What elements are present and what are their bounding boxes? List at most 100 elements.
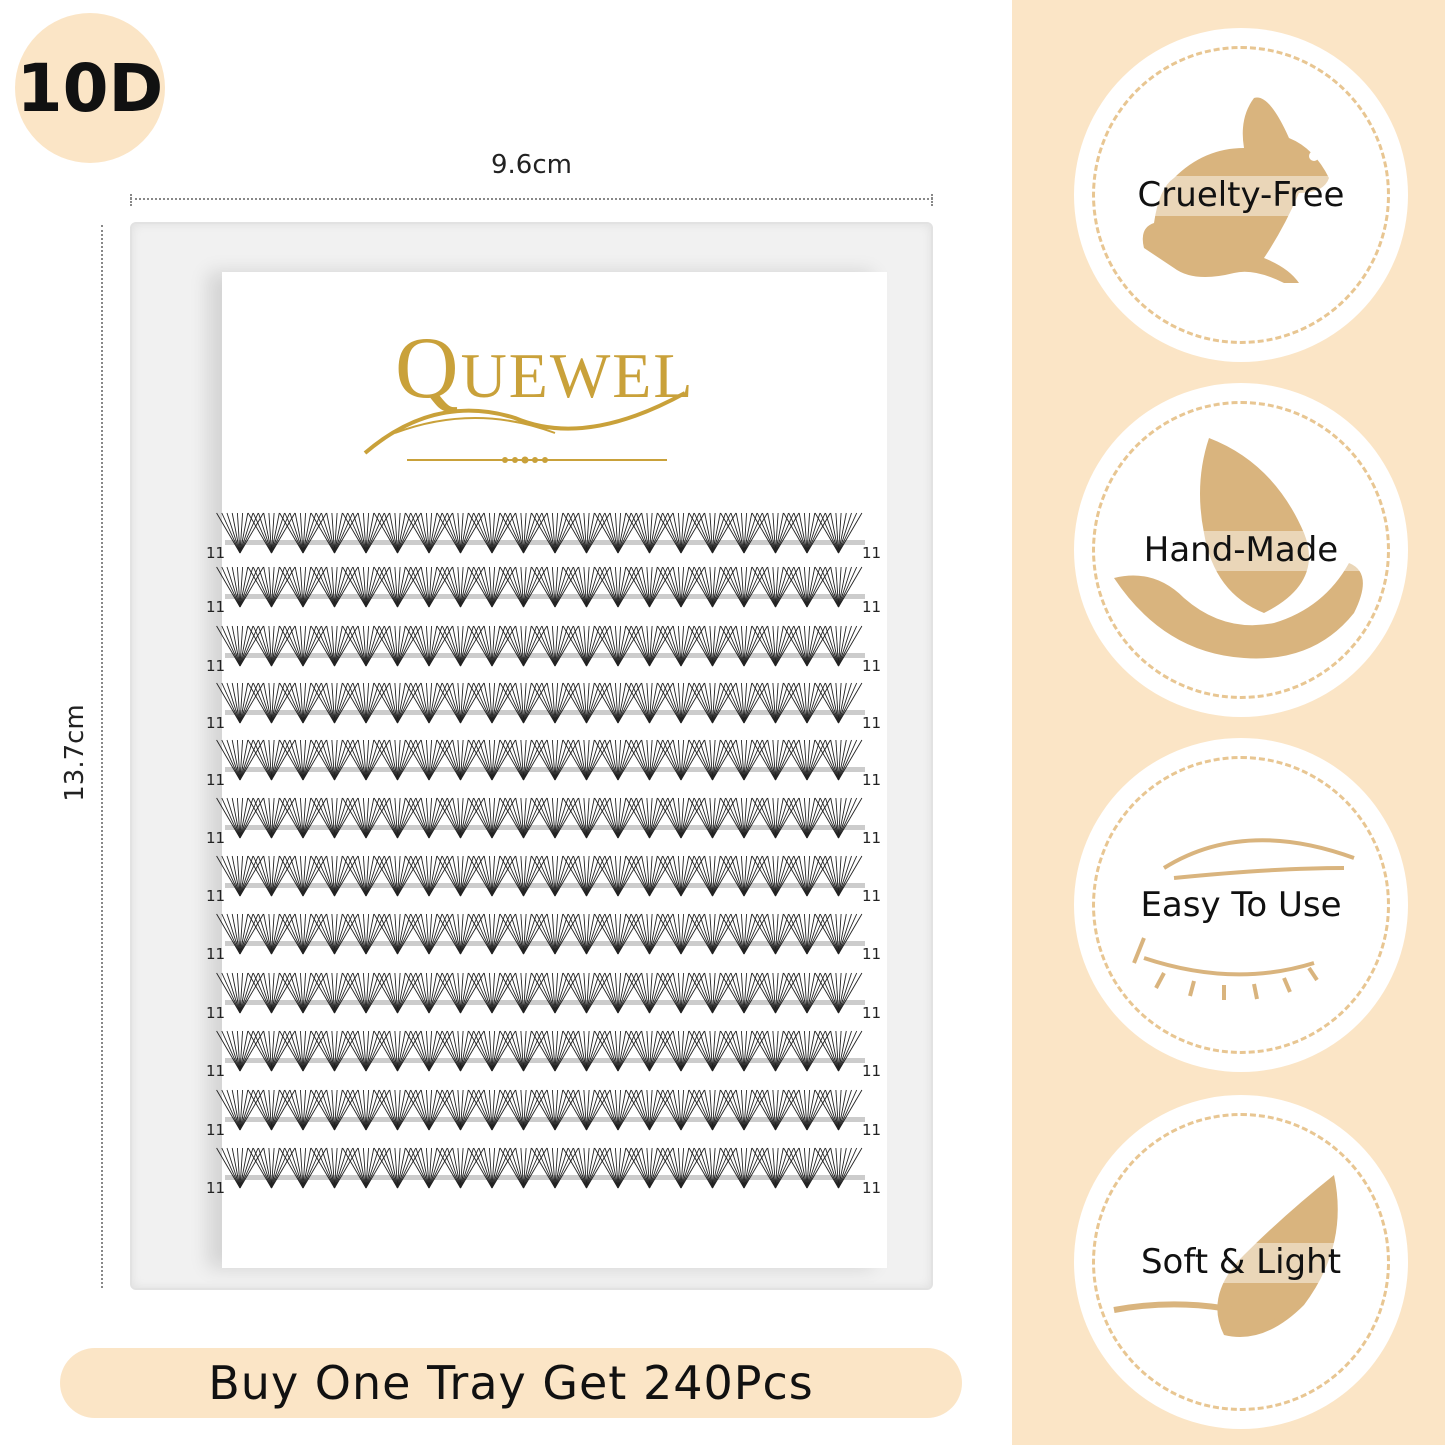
lash-cluster bbox=[279, 625, 327, 667]
lash-cluster bbox=[751, 512, 800, 554]
lash-cluster bbox=[751, 682, 800, 724]
lash-cluster bbox=[247, 512, 296, 554]
lash-cluster bbox=[657, 855, 705, 897]
lash-cluster bbox=[405, 1030, 453, 1072]
lash-cluster bbox=[783, 797, 831, 839]
lash-cluster bbox=[751, 625, 800, 667]
row-length-label-right: 11 bbox=[862, 598, 881, 616]
lash-cluster bbox=[783, 855, 831, 897]
brand-logo: QUEWEL bbox=[363, 318, 694, 464]
lash-cluster bbox=[499, 1147, 548, 1189]
feature-label: Soft & Light bbox=[1140, 1242, 1342, 1282]
lash-cluster bbox=[814, 739, 863, 781]
lash-cluster bbox=[531, 855, 579, 897]
lash-cluster bbox=[342, 739, 390, 781]
lash-cluster bbox=[657, 1089, 705, 1131]
row-length-label-left: 11 bbox=[206, 714, 225, 732]
lash-cluster bbox=[216, 1147, 264, 1189]
lash-cluster bbox=[720, 1089, 768, 1131]
lash-cluster bbox=[310, 566, 359, 608]
lash-cluster bbox=[720, 739, 768, 781]
lash-cluster bbox=[436, 972, 485, 1014]
lash-cluster bbox=[783, 1089, 831, 1131]
lash-cluster bbox=[657, 1147, 705, 1189]
lash-cluster bbox=[594, 855, 642, 897]
lash-cluster bbox=[247, 625, 296, 667]
lash-cluster bbox=[688, 1089, 737, 1131]
features-panel: Cruelty-Free Hand-Made Easy To Use Soft … bbox=[1012, 0, 1445, 1445]
lash-cluster bbox=[814, 972, 863, 1014]
lash-cluster bbox=[216, 1030, 264, 1072]
lash-cluster bbox=[720, 625, 768, 667]
lash-cluster bbox=[436, 1089, 485, 1131]
lash-cluster bbox=[657, 797, 705, 839]
lash-cluster bbox=[657, 913, 705, 955]
lash-cluster bbox=[279, 566, 327, 608]
lash-cluster bbox=[531, 797, 579, 839]
lash-cluster bbox=[468, 566, 516, 608]
lash-cluster bbox=[531, 1030, 579, 1072]
lash-cluster bbox=[594, 797, 642, 839]
lash-cluster bbox=[751, 1030, 800, 1072]
lash-cluster bbox=[310, 913, 359, 955]
lash-cluster bbox=[373, 682, 422, 724]
lash-cluster bbox=[688, 913, 737, 955]
width-dimension-line bbox=[130, 194, 933, 206]
lash-cluster bbox=[279, 1030, 327, 1072]
lash-cluster bbox=[468, 512, 516, 554]
lash-strip bbox=[225, 767, 865, 772]
lash-strip bbox=[225, 825, 865, 830]
lash-row: 11 11 bbox=[206, 972, 881, 1022]
lash-cluster bbox=[342, 855, 390, 897]
lash-cluster bbox=[625, 972, 674, 1014]
lash-cluster bbox=[342, 797, 390, 839]
feature-cruelty-free: Cruelty-Free bbox=[1074, 28, 1408, 362]
lash-cluster bbox=[783, 1030, 831, 1072]
lash-cluster bbox=[625, 566, 674, 608]
lash-cluster bbox=[216, 739, 264, 781]
lash-cluster bbox=[499, 797, 548, 839]
lash-cluster bbox=[405, 682, 453, 724]
lash-cluster bbox=[625, 1030, 674, 1072]
lash-cluster bbox=[594, 1147, 642, 1189]
lash-cluster bbox=[468, 682, 516, 724]
lash-cluster bbox=[216, 682, 264, 724]
lash-cluster bbox=[783, 566, 831, 608]
lash-cluster bbox=[688, 739, 737, 781]
lash-cluster bbox=[657, 512, 705, 554]
lash-cluster bbox=[279, 1147, 327, 1189]
lash-cluster bbox=[342, 512, 390, 554]
lash-cluster bbox=[468, 972, 516, 1014]
lash-cluster bbox=[625, 855, 674, 897]
lash-cluster bbox=[499, 739, 548, 781]
lash-cluster bbox=[405, 1147, 453, 1189]
lash-cluster bbox=[531, 566, 579, 608]
lash-cluster bbox=[751, 1147, 800, 1189]
lash-cluster bbox=[373, 1030, 422, 1072]
row-length-label-right: 11 bbox=[862, 1004, 881, 1022]
row-length-label-right: 11 bbox=[862, 771, 881, 789]
lash-cluster bbox=[405, 855, 453, 897]
lash-cluster bbox=[405, 739, 453, 781]
row-length-label-left: 11 bbox=[206, 657, 225, 675]
lash-cluster bbox=[625, 512, 674, 554]
row-length-label-right: 11 bbox=[862, 544, 881, 562]
row-length-label-right: 11 bbox=[862, 945, 881, 963]
lash-row: 11 11 bbox=[206, 566, 881, 616]
lash-cluster bbox=[436, 855, 485, 897]
lash-cluster bbox=[720, 1147, 768, 1189]
lash-cluster bbox=[625, 797, 674, 839]
lash-cluster bbox=[342, 1089, 390, 1131]
lash-cluster bbox=[720, 682, 768, 724]
lash-cluster bbox=[436, 625, 485, 667]
lash-cluster bbox=[310, 512, 359, 554]
lash-cluster bbox=[814, 682, 863, 724]
lash-cluster bbox=[562, 739, 611, 781]
lash-cluster bbox=[468, 625, 516, 667]
lash-cluster bbox=[436, 1030, 485, 1072]
lash-cluster bbox=[247, 1147, 296, 1189]
lash-cluster bbox=[657, 566, 705, 608]
lash-cluster bbox=[279, 855, 327, 897]
promo-banner: Buy One Tray Get 240Pcs bbox=[60, 1348, 962, 1418]
lash-cluster bbox=[279, 913, 327, 955]
